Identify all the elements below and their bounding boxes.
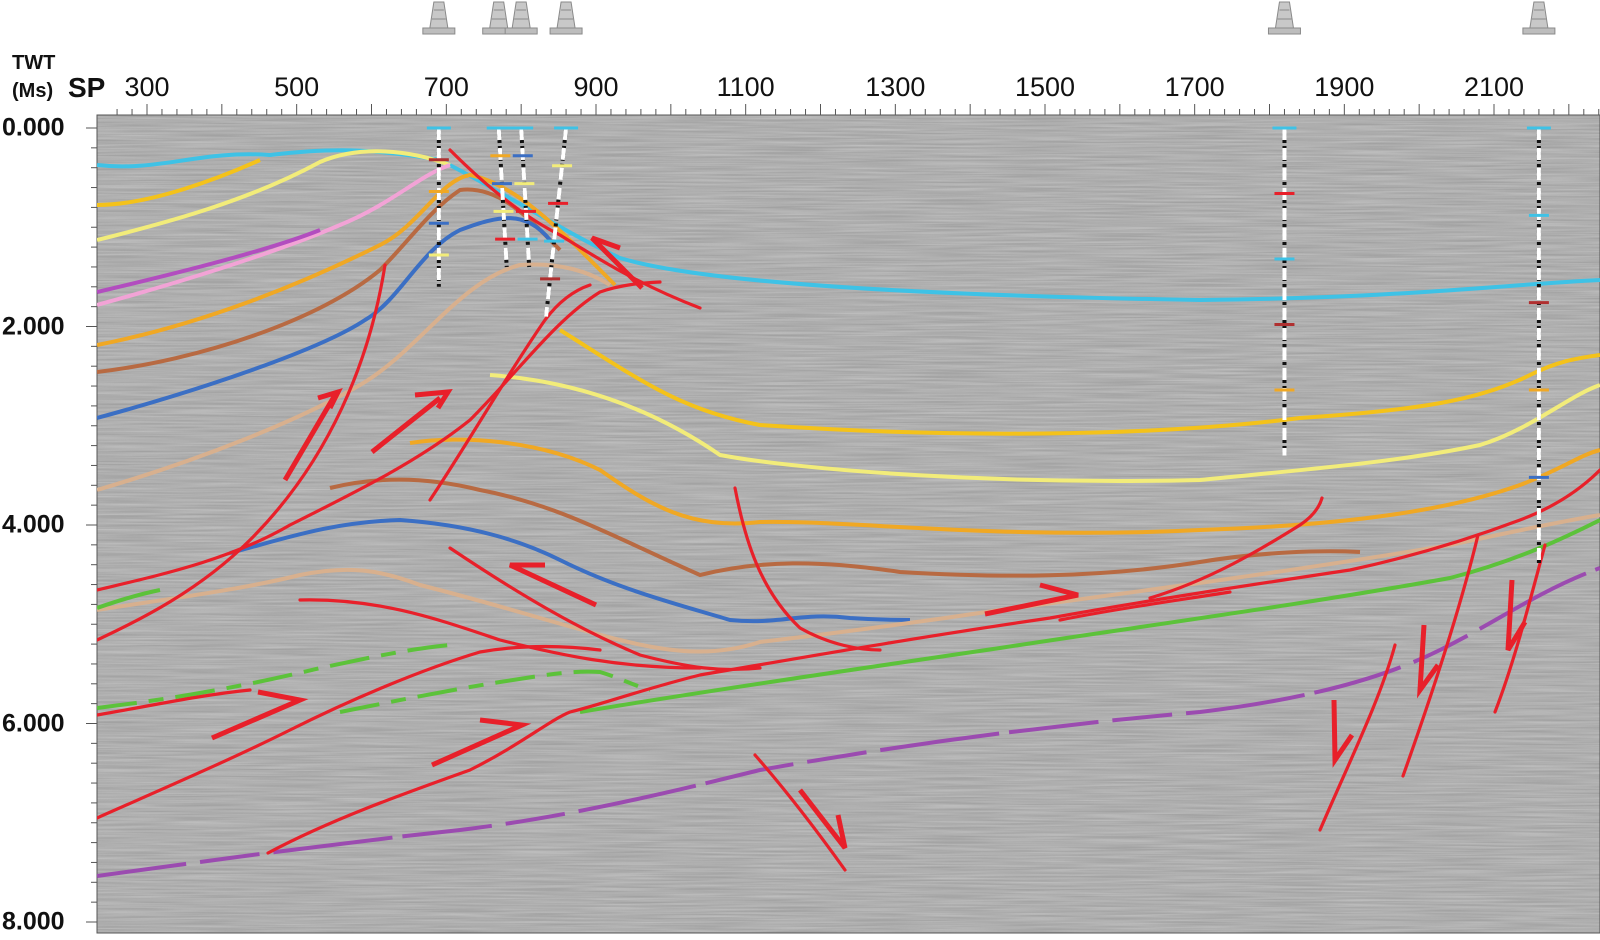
twt-tick-label: 2.000 — [2, 312, 65, 340]
well-trajectory — [496, 127, 509, 268]
twt-tick-label: 6.000 — [2, 709, 65, 737]
arrow-right-1 — [211, 689, 309, 741]
horizon-purple — [97, 566, 1600, 878]
fault-g — [97, 644, 602, 820]
horizon-green-dashed-2 — [339, 669, 651, 714]
arrow-up-left — [282, 387, 343, 482]
fault-n — [1401, 533, 1480, 778]
vertical-axis-unit: (Ms) — [12, 80, 54, 102]
faults — [97, 148, 1600, 872]
fault-sense-arrows — [211, 235, 1528, 850]
fault-m — [1318, 643, 1397, 832]
horizon-cyan — [97, 148, 1600, 303]
twt-tick-label: 4.000 — [2, 510, 65, 539]
fault-k — [1148, 496, 1324, 600]
arrow-left-2 — [590, 235, 644, 290]
horizon-green-1 — [97, 588, 161, 610]
fault-c — [428, 283, 592, 502]
sp-tick-label: 1100 — [716, 72, 775, 102]
drilling-rig-icon — [504, 1, 538, 35]
sp-tick-label: 1700 — [1164, 72, 1225, 102]
well-trajectory-dash — [496, 127, 509, 268]
arrow-down-2 — [1331, 699, 1355, 768]
horizon-blue-1 — [97, 216, 552, 420]
horizon-paleyellow-2 — [489, 373, 1600, 483]
horizon-blue-2 — [229, 517, 911, 624]
horizon-magenta — [97, 228, 321, 294]
horizon-orange-1 — [97, 172, 617, 347]
vertical-axis-title: TWT — [12, 52, 56, 74]
arrow-down-1 — [798, 788, 848, 850]
arrow-left-1 — [508, 562, 598, 608]
drilling-rig-icon — [549, 1, 583, 35]
horizon-pink — [97, 163, 451, 307]
horizon-tan-2 — [97, 513, 1600, 654]
fault-b — [97, 280, 662, 592]
arrow-down-4 — [1505, 579, 1528, 652]
twt-tick-label: 8.000 — [2, 907, 65, 936]
fault-f — [448, 546, 762, 672]
horizontal-axis-title: SP — [68, 72, 106, 103]
twt-tick-label: 0.000 — [2, 113, 65, 142]
well-trajectory-dash — [519, 127, 532, 268]
horizon-yellow-2 — [558, 328, 1600, 436]
interpretation-layer — [97, 126, 1600, 878]
fault-j — [733, 486, 882, 652]
arrow-right-2 — [430, 717, 532, 768]
drilling-rig-icon — [422, 1, 456, 35]
drilling-rig-icon — [1267, 1, 1301, 35]
arrow-up-right — [370, 389, 453, 454]
arrow-down-3 — [1416, 624, 1441, 699]
well-trajectory — [519, 127, 532, 268]
horizon-green-2 — [579, 518, 1600, 714]
axis-tick-marks — [86, 104, 1600, 923]
drilling-rig-icon — [1522, 1, 1556, 35]
fault-p — [753, 753, 847, 872]
fault-e — [298, 598, 702, 670]
horizon-brown-2 — [329, 477, 1361, 578]
drilling-rig-icons — [422, 1, 1556, 35]
sp-tick-label: 2100 — [1463, 72, 1525, 102]
sp-tick-label: 1500 — [1014, 72, 1076, 102]
fault-d — [448, 148, 702, 310]
fault-a — [97, 263, 387, 642]
horizon-paleyellow-1 — [97, 149, 451, 242]
sp-tick-label: 300 — [124, 72, 170, 102]
fault-i — [266, 468, 1600, 855]
sp-tick-label: 900 — [573, 72, 619, 102]
horizon-green-dashed-1 — [97, 643, 451, 710]
fault-l — [1058, 590, 1232, 622]
fault-h — [97, 688, 252, 717]
drilling-rig-icon — [482, 1, 516, 35]
horizon-yellow-1 — [97, 158, 261, 207]
sp-tick-label: 500 — [274, 72, 320, 102]
well-trajectories — [426, 126, 1551, 565]
sp-tick-label: 1900 — [1314, 72, 1375, 102]
sp-tick-label: 1300 — [865, 72, 926, 102]
arrow-right-3 — [984, 582, 1079, 617]
well-trajectory-dash — [544, 127, 569, 317]
horizon-orange-2 — [409, 437, 1600, 535]
sp-tick-label: 700 — [423, 72, 469, 102]
